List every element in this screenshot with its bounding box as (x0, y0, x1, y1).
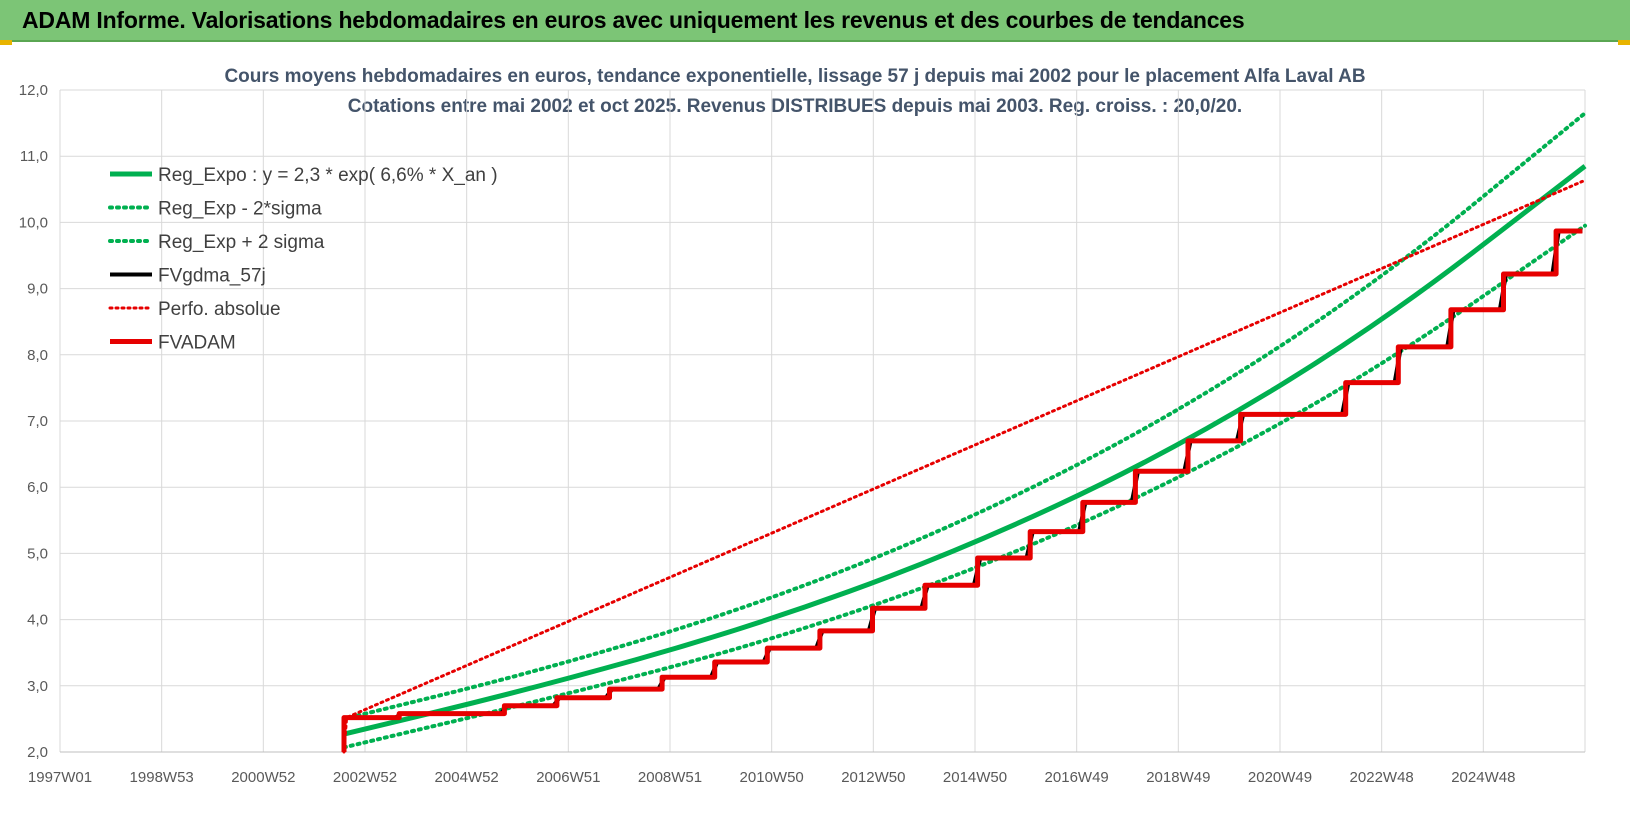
y-tick-label: 6,0 (27, 479, 48, 496)
y-tick-label: 10,0 (19, 214, 48, 231)
y-tick-label: 8,0 (27, 347, 48, 364)
legend-label: Reg_Exp - 2*sigma (158, 199, 322, 220)
y-tick-label: 4,0 (27, 612, 48, 629)
legend-label: FVgdma_57j (158, 266, 266, 287)
x-tick-label: 2002W52 (333, 769, 397, 786)
report-header: ADAM Informe. Valorisations hebdomadaire… (0, 0, 1630, 42)
trend-line (343, 164, 1587, 737)
chart-title: Cours moyens hebdomadaires en euros, ten… (224, 66, 1365, 87)
legend-label: FVADAM (158, 333, 236, 354)
x-tick-label: 2016W49 (1045, 769, 1109, 786)
x-tick-label: 2008W51 (638, 769, 702, 786)
fvgdma-line (344, 229, 1583, 720)
x-axis-ticks: 1997W01 1998W53 2000W52 2002W52 2004W52 2006W… (28, 769, 1516, 786)
trend-upper-band (342, 111, 1587, 721)
x-tick-label: 2004W52 (435, 769, 499, 786)
chart-grid (59, 89, 1586, 753)
y-tick-label: 9,0 (27, 281, 48, 298)
x-tick-label: 1998W53 (130, 769, 194, 786)
corner-marker (1618, 40, 1630, 45)
y-tick-label: 5,0 (27, 545, 48, 562)
x-tick-label: 2006W51 (536, 769, 600, 786)
corner-marker (0, 40, 12, 45)
y-axis-ticks: 2,0 3,0 4,0 5,0 6,0 7,0 8,0 9,0 10,0 11,0 12,0 (19, 82, 48, 761)
report-title: ADAM Informe. Valorisations hebdomadaire… (22, 7, 1245, 33)
y-tick-label: 7,0 (27, 413, 48, 430)
chart-subtitle: Cotations entre mai 2002 et oct 2025. Re… (348, 96, 1242, 117)
x-tick-label: 2022W48 (1350, 769, 1414, 786)
chart-legend: Reg_Expo : y = 2,3 * exp( 6,6% * X_an ) R… (108, 165, 498, 354)
y-tick-label: 12,0 (19, 82, 48, 99)
perfo-absolue-line (342, 179, 1584, 754)
chart-series (341, 111, 1587, 754)
x-tick-label: 2012W50 (841, 769, 905, 786)
y-tick-label: 3,0 (27, 678, 48, 695)
x-tick-label: 2020W49 (1248, 769, 1312, 786)
x-tick-label: 2024W48 (1451, 769, 1515, 786)
x-tick-label: 1997W01 (28, 769, 92, 786)
y-tick-label: 11,0 (20, 148, 48, 165)
legend-label: Perfo. absolue (158, 299, 281, 320)
x-tick-label: 2000W52 (231, 769, 295, 786)
legend-label: Reg_Exp + 2 sigma (158, 232, 325, 253)
x-tick-label: 2014W50 (943, 769, 1007, 786)
y-tick-label: 2,0 (27, 744, 48, 761)
fvadam-line (341, 228, 1583, 752)
x-tick-label: 2010W50 (740, 769, 804, 786)
trend-lower-band (342, 223, 1587, 750)
legend-label: Reg_Expo : y = 2,3 * exp( 6,6% * X_an ) (158, 165, 498, 186)
x-tick-label: 2018W49 (1146, 769, 1210, 786)
